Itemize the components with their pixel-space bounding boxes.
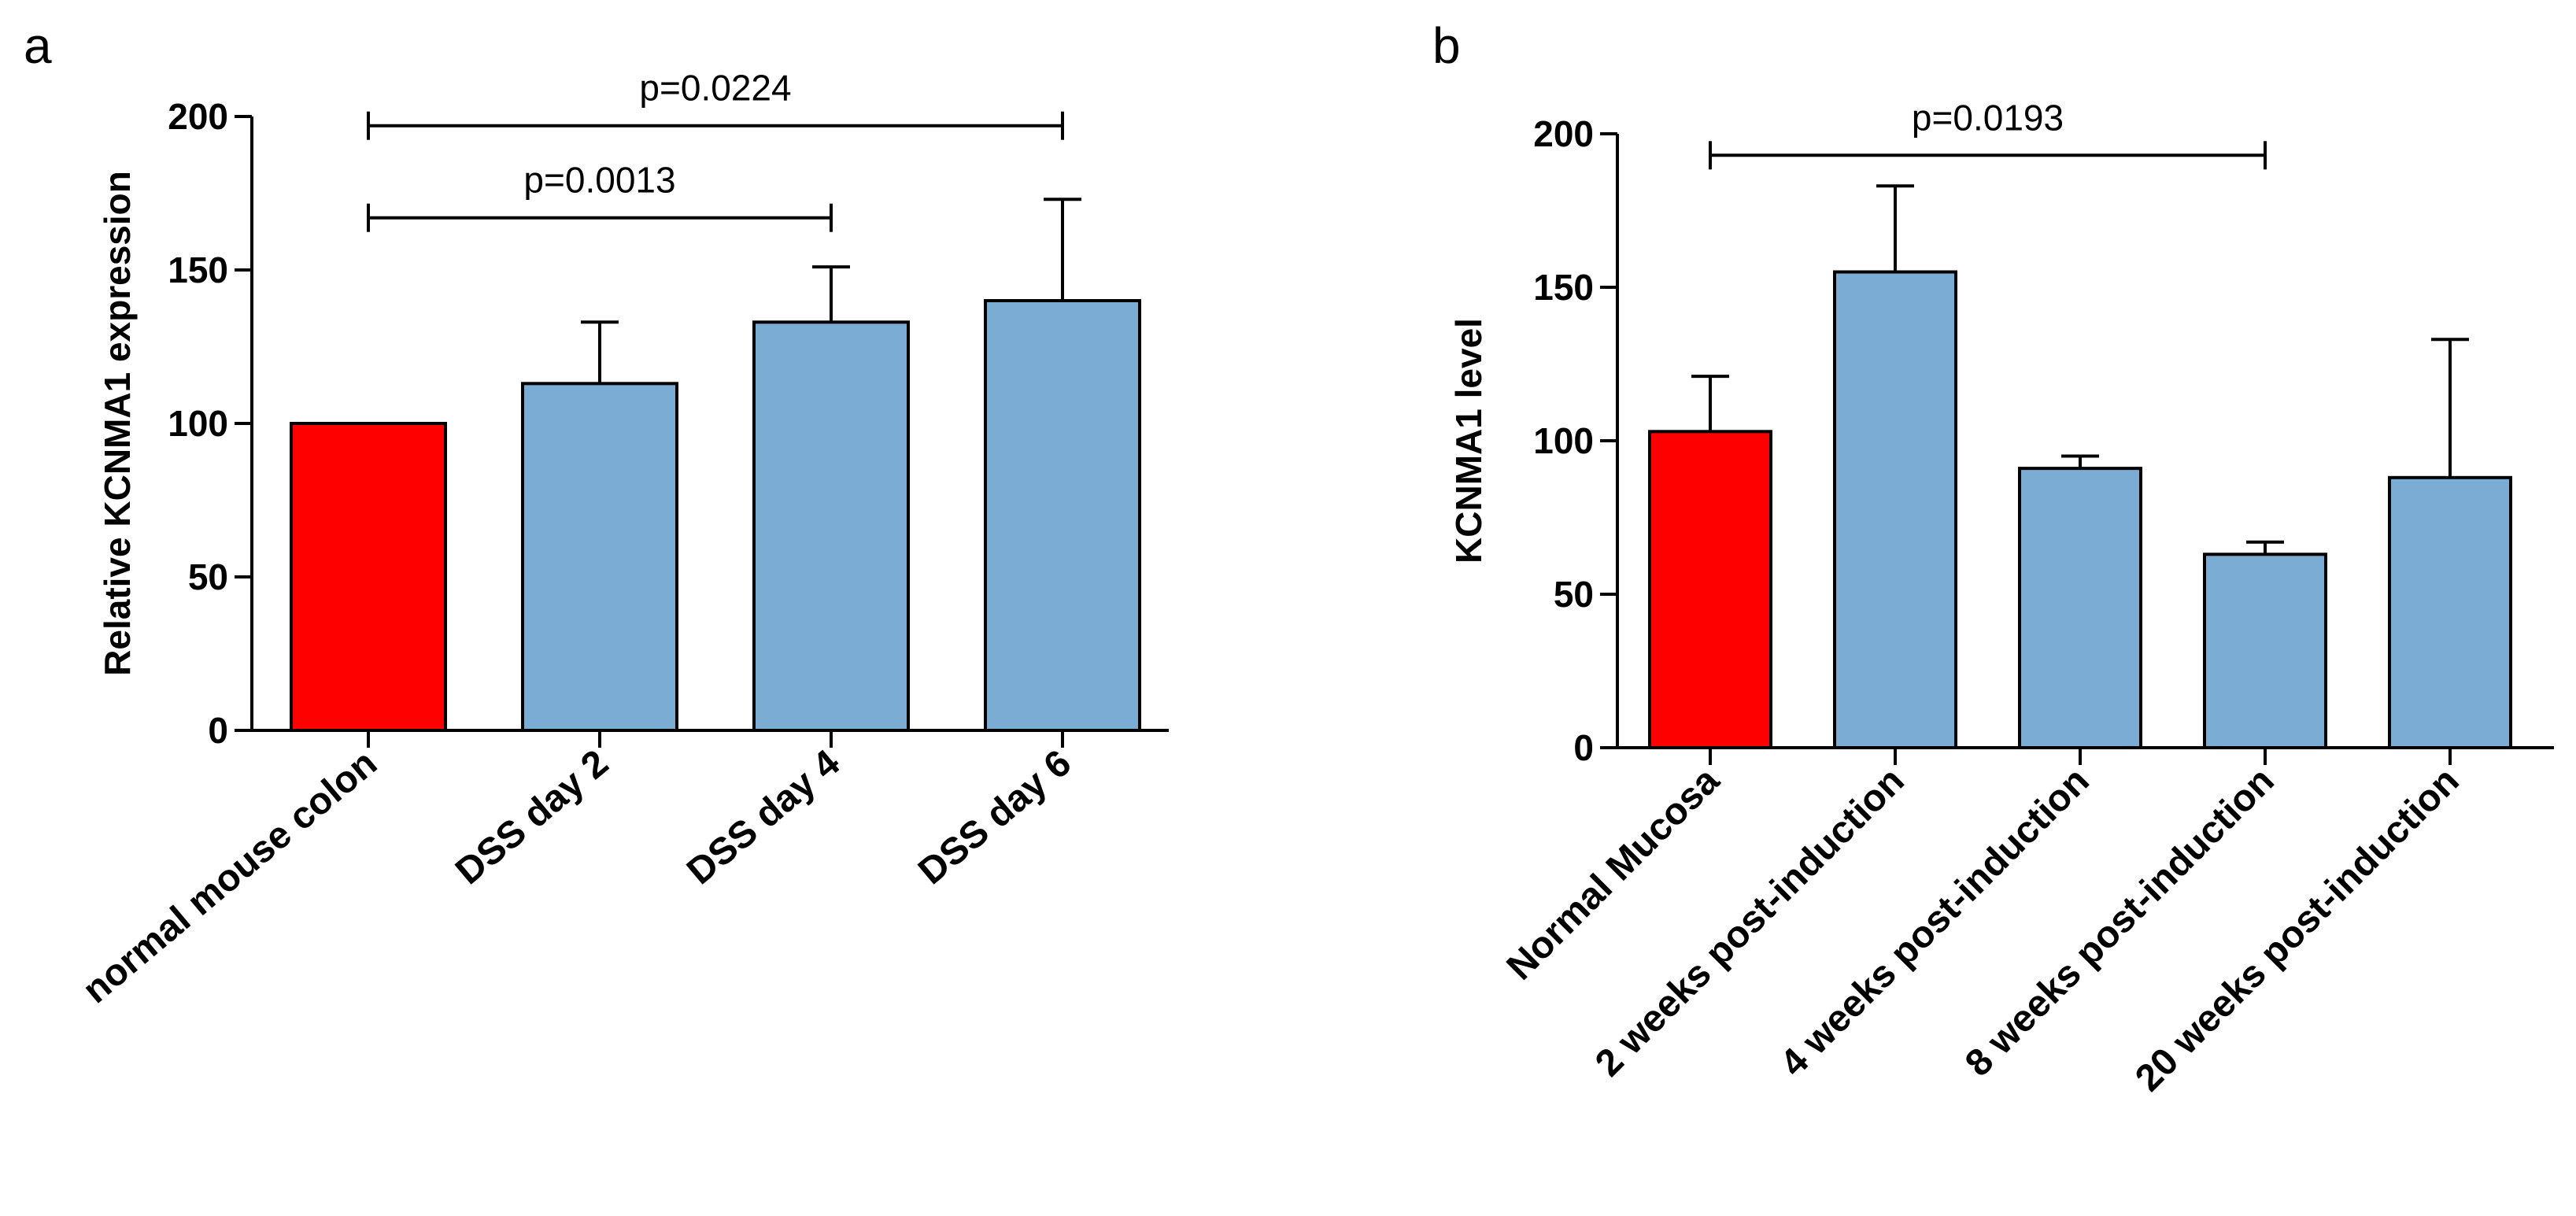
bar: [2388, 475, 2512, 749]
y-tick-label: 50: [1554, 574, 1594, 615]
bar: [521, 382, 678, 732]
bar: [1833, 270, 1957, 749]
y-tick-label: 0: [208, 710, 228, 751]
y-tick-label: 100: [168, 403, 228, 444]
bar: [752, 320, 910, 732]
bar: [2018, 467, 2142, 749]
category-label: normal mouse colon: [75, 742, 385, 1011]
y-tick-label: 200: [168, 96, 228, 137]
y-tick-label: 50: [188, 556, 228, 597]
category-label: DSS day 6: [911, 742, 1079, 893]
bar: [290, 422, 447, 732]
panel-letter-b: b: [1432, 17, 1461, 74]
category-label: 20 weeks post-induction: [2127, 760, 2467, 1100]
category-label: 4 weeks post-induction: [1772, 760, 2097, 1085]
y-tick-label: 0: [1573, 727, 1594, 768]
panel-letter-a: a: [24, 17, 52, 74]
chart-panel-a: 0 50 100 150 200 Relative KCNMA1 expression no…: [75, 68, 1169, 1011]
y-tick-label: 150: [1533, 267, 1594, 308]
category-label: DSS day 4: [679, 742, 848, 893]
category-label: DSS day 2: [448, 742, 616, 893]
category-label: 2 weeks post-induction: [1587, 760, 1913, 1085]
category-label: 8 weeks post-induction: [1957, 760, 2282, 1085]
bar: [984, 299, 1141, 732]
significance-label: p=0.0224: [639, 68, 791, 109]
y-tick-label: 100: [1533, 420, 1594, 461]
y-tick-label: 200: [1533, 113, 1594, 154]
significance-label: p=0.0013: [523, 160, 675, 201]
significance-label: p=0.0193: [1912, 97, 2064, 138]
y-axis-title: Relative KCNMA1 expression: [97, 171, 138, 676]
bar: [2203, 553, 2327, 749]
y-axis-title: KCNMA1 level: [1448, 318, 1489, 564]
bar: [1648, 430, 1772, 749]
y-tick-label: 150: [168, 249, 228, 290]
